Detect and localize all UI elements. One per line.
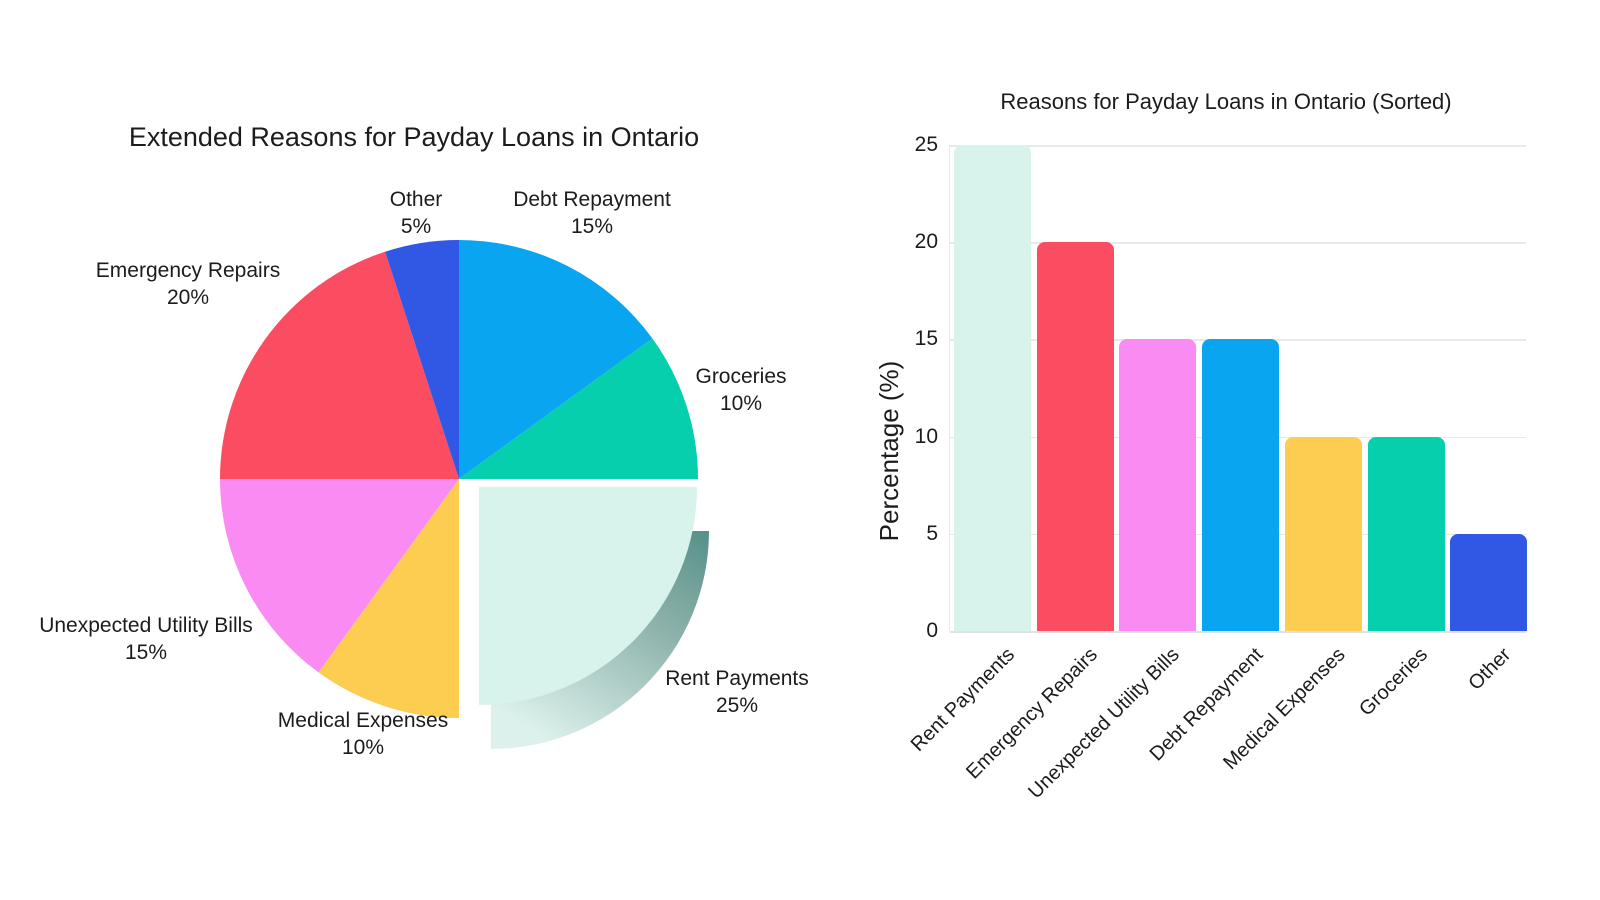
pie-slice-emergency-repairs <box>220 251 459 479</box>
pie-label-value: 20% <box>166 286 210 309</box>
pie-label-value: 10% <box>719 392 763 415</box>
y-tick-label-15: 15 <box>914 327 938 351</box>
pie-slice-groceries <box>459 338 699 479</box>
pie-label-text: Unexpected Utility Bills <box>39 614 253 637</box>
pie-label-text: Emergency Repairs <box>95 259 281 282</box>
pie-label-emergency-repairs: Emergency Repairs 20% <box>38 257 338 311</box>
pie-label-medical-expenses: Medical Expenses 10% <box>213 707 513 761</box>
pie-chart-title: Extended Reasons for Payday Loans in Ont… <box>128 122 700 152</box>
bar-groceries <box>1367 436 1445 631</box>
pie-label-text: Medical Expenses <box>277 709 449 732</box>
y-tick-label-0: 0 <box>926 619 938 642</box>
pie-label-other: Other 5% <box>266 186 566 240</box>
y-tick-label-20: 20 <box>914 230 938 254</box>
bar-unexpected-utility-bills <box>1119 339 1197 631</box>
pie-label-groceries: Groceries 10% <box>591 363 891 417</box>
pie-label-text: Other <box>389 188 443 211</box>
pie-slice-other <box>385 239 459 479</box>
bar-debt-repayment <box>1202 339 1280 631</box>
bar-other <box>1450 533 1528 631</box>
bar-chart-title: Reasons for Payday Loans in Ontario (Sor… <box>1000 89 1452 114</box>
y-tick-label-5: 5 <box>926 521 938 545</box>
bar-rent-payments <box>954 145 1031 631</box>
pie-label-value: 10% <box>341 736 385 759</box>
pie-slice-unexpected-utility-bills <box>219 479 459 673</box>
gridline-y-25 <box>950 145 1526 147</box>
pie-slice-debt-repayment <box>459 239 653 479</box>
x-axis-line <box>950 631 1526 633</box>
y-tick-label-25: 25 <box>914 133 938 156</box>
bar-emergency-repairs <box>1036 242 1114 631</box>
y-tick-label-10: 10 <box>914 424 938 448</box>
pie-slice-medical-expenses <box>318 479 459 718</box>
pie-label-rent-payments: Rent Payments 25% <box>587 665 887 719</box>
bar-medical-expenses <box>1284 436 1362 631</box>
pie-label-text: Groceries <box>695 365 787 388</box>
gridline-y-20 <box>950 242 1526 244</box>
pie-label-value: 15% <box>124 641 168 664</box>
pie-label-text: Debt Repayment <box>513 188 671 211</box>
pie-label-unexpected-utility-bills: Unexpected Utility Bills 15% <box>0 612 296 666</box>
pie-label-value: 5% <box>400 215 432 238</box>
pie-slice-rent-payments <box>479 487 697 705</box>
pie-label-text: Rent Payments <box>665 667 809 690</box>
y-axis-spine <box>948 145 950 631</box>
pie-label-value: 25% <box>715 694 759 717</box>
pie-label-value: 15% <box>570 215 614 238</box>
pie-label-debt-repayment: Debt Repayment 15% <box>442 186 742 240</box>
